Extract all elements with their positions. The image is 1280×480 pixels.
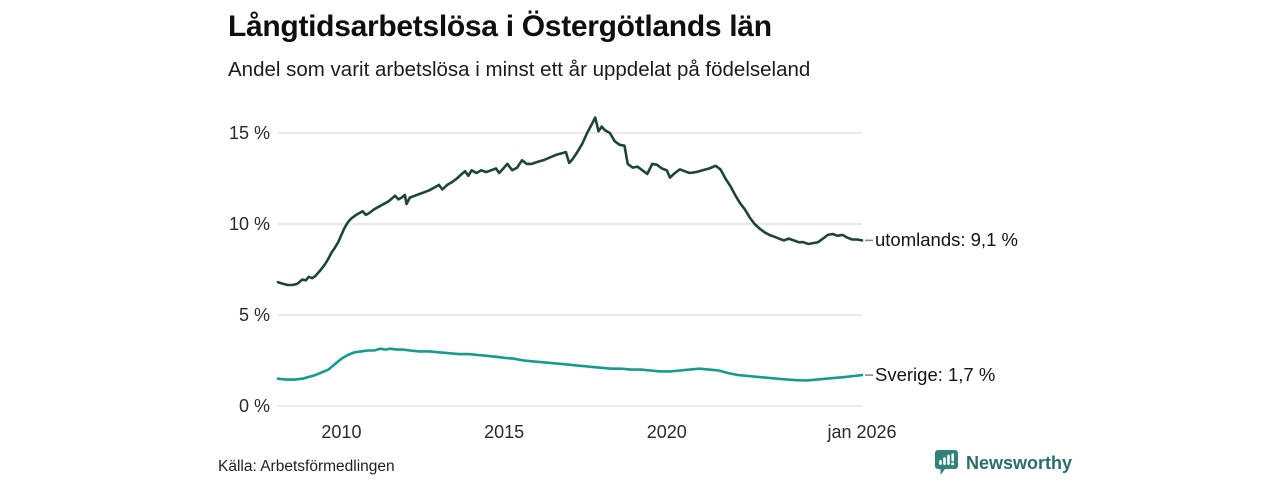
speech-bubble-shape	[935, 450, 958, 475]
newsworthy-bar-chart-bubble-icon	[935, 450, 958, 475]
series-end-label-utomlands: utomlands: 9,1 %	[875, 229, 1018, 251]
y-axis-tick-label-5: 5 %	[238, 305, 270, 325]
exclamation-stem	[951, 453, 954, 462]
bar-tall	[947, 454, 950, 465]
series-end-label-Sverige: Sverige: 1,7 %	[875, 364, 996, 386]
y-axis-tick-label-10: 10 %	[228, 214, 270, 234]
y-axis-tick-label-0: 0 %	[238, 396, 270, 416]
series-line-utomlands	[276, 116, 864, 287]
chart-subtitle: Andel som varit arbetslösa i minst ett å…	[228, 58, 811, 81]
x-axis-tick-label-2015: 2015	[484, 422, 525, 442]
bar-small	[939, 460, 942, 465]
y-axis-tick-label-15: 15 %	[228, 123, 270, 143]
brand-name: Newsworthy	[966, 452, 1073, 473]
series-line-Sverige	[276, 347, 864, 382]
source-note: Källa: Arbetsförmedlingen	[218, 458, 395, 475]
page-title: Långtidsarbetslösa i Östergötlands län	[228, 10, 772, 43]
exclamation-dot	[951, 462, 955, 466]
x-axis-tick-label-2026: jan 2026	[827, 422, 897, 442]
newsworthy-logo: Newsworthy	[934, 449, 1072, 476]
x-axis-tick-label-2010: 2010	[321, 422, 362, 442]
x-axis-tick-label-2020: 2020	[646, 422, 687, 442]
bar-medium	[943, 457, 946, 465]
